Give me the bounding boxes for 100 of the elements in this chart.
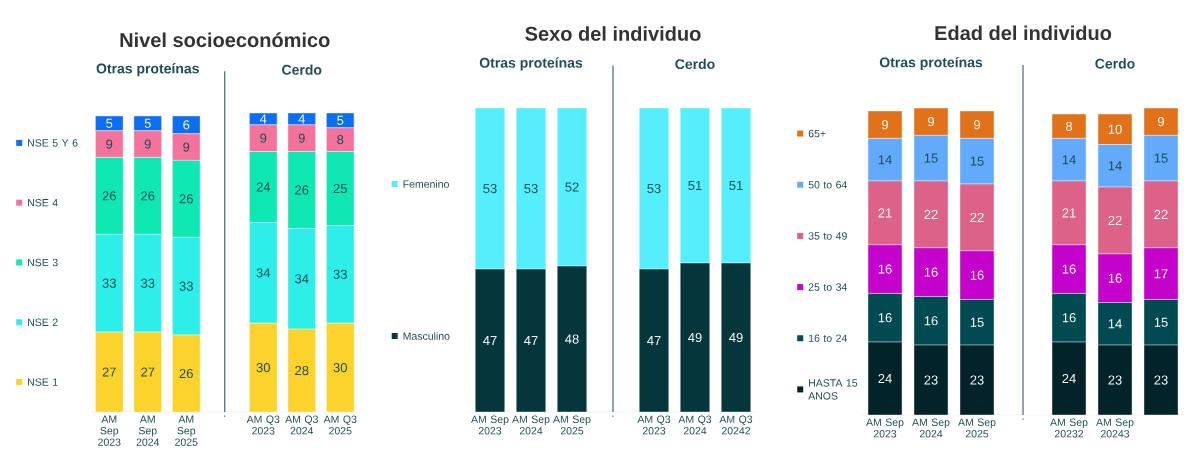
- x-tick-label: AM Sep 20232: [1050, 418, 1088, 438]
- data-label: 53: [647, 183, 661, 194]
- data-label: 49: [688, 332, 702, 343]
- legend-label: 16 to 24: [809, 334, 847, 342]
- data-label: 22: [970, 212, 984, 222]
- data-label: 47: [647, 336, 661, 346]
- data-label: 22: [1108, 215, 1122, 226]
- x-tick-label: AM Sep 2023: [866, 418, 904, 438]
- data-label: 33: [102, 278, 116, 288]
- data-label: 16: [924, 316, 938, 326]
- data-label: 51: [729, 180, 743, 191]
- data-label: 26: [141, 191, 155, 201]
- legend-label: 35 to 49: [808, 232, 847, 240]
- text: Cerdo: [282, 64, 322, 75]
- x-tick-label: .: [1022, 418, 1024, 420]
- data-label: 5: [337, 115, 344, 125]
- data-label: 8: [1065, 121, 1073, 131]
- data-label: 16: [878, 313, 892, 323]
- x-tick-label: AM Sep 20243: [1096, 418, 1134, 438]
- x-tick-label: AM Q3 2025: [323, 415, 357, 435]
- legend-label: HASTA 15 ANOS: [808, 379, 858, 400]
- data-label: 15: [924, 153, 938, 163]
- x-tick-label: .: [612, 415, 614, 417]
- data-label: 34: [295, 274, 309, 284]
- data-label: 33: [179, 281, 193, 291]
- data-label: 9: [106, 139, 113, 149]
- data-label: 10: [1108, 124, 1122, 134]
- data-label: 16: [924, 267, 938, 277]
- data-label: 30: [256, 362, 270, 373]
- legend-label: 25 to 34: [808, 283, 847, 291]
- data-label: 14: [1062, 155, 1076, 165]
- x-tick-label: AM Q3 2024: [285, 415, 318, 435]
- x-tick-label: .: [224, 415, 226, 417]
- data-label: 5: [106, 118, 113, 128]
- x-tick-label: AM Sep 2025: [553, 415, 591, 435]
- data-label: 47: [524, 336, 538, 346]
- data-label: 16: [1108, 273, 1122, 283]
- text: Otras proteínas: [96, 63, 199, 77]
- data-label: 15: [1154, 317, 1168, 327]
- legend-label: Masculino: [403, 332, 450, 340]
- legend-label: NSE 2: [28, 318, 58, 327]
- x-tick-label: AM Q3 2023: [246, 415, 280, 435]
- data-label: 14: [878, 155, 892, 165]
- legend-label: NSE 4: [28, 198, 58, 207]
- text: Otras proteínas: [879, 56, 983, 71]
- x-tick-label: AM Q3 2023: [637, 415, 671, 435]
- data-label: 16: [970, 270, 984, 280]
- data-label: 21: [1062, 208, 1076, 218]
- data-label: 16: [878, 264, 892, 274]
- data-label: 14: [1108, 161, 1122, 171]
- data-label: 53: [483, 183, 497, 194]
- data-label: 9: [882, 120, 889, 130]
- data-label: 6: [183, 120, 190, 130]
- legend-label: 50 to 64: [808, 181, 847, 189]
- x-tick-label: AM Sep 2023: [98, 415, 121, 446]
- x-tick-label: AM Sep 2024: [512, 415, 550, 435]
- data-label: 9: [298, 133, 305, 143]
- data-label: 21: [878, 208, 892, 218]
- text: Cerdo: [1095, 58, 1135, 69]
- data-label: 26: [102, 191, 116, 201]
- data-label: 9: [1158, 117, 1165, 127]
- chart-title: Sexo del individuo: [525, 26, 701, 41]
- data-label: 34: [256, 268, 271, 278]
- legend-label: NSE 3: [28, 258, 58, 267]
- data-label: 8: [337, 135, 344, 145]
- data-label: 16: [1062, 313, 1076, 323]
- data-label: 33: [333, 269, 347, 279]
- data-label: 27: [141, 367, 155, 377]
- data-label: 22: [924, 209, 938, 219]
- data-label: 52: [565, 182, 579, 192]
- x-tick-label: AM Sep 2024: [912, 418, 950, 438]
- x-tick-label: AM Sep 2023: [471, 415, 509, 435]
- data-label: 24: [878, 373, 892, 384]
- legend-label: NSE 5 Y 6: [28, 139, 78, 147]
- data-label: 33: [141, 278, 155, 288]
- data-label: 4: [298, 114, 305, 124]
- text: Cerdo: [675, 58, 715, 70]
- x-tick-label: AM Sep 2025: [175, 415, 198, 446]
- x-tick-label: AM Sep 2025: [958, 418, 996, 438]
- chart-title: Nivel socioeconómico: [120, 32, 330, 48]
- x-tick-label: AM Q3 20242: [719, 415, 753, 435]
- data-label: 9: [260, 133, 267, 143]
- data-label: 5: [144, 118, 151, 128]
- data-label: 23: [924, 375, 938, 385]
- data-label: 23: [1154, 375, 1168, 385]
- data-label: 14: [1108, 319, 1122, 329]
- data-label: 49: [729, 332, 743, 343]
- data-label: 23: [1108, 375, 1122, 385]
- data-label: 9: [928, 117, 935, 127]
- data-label: 15: [1154, 153, 1168, 163]
- data-label: 28: [295, 365, 309, 376]
- data-label: 24: [256, 182, 271, 192]
- data-label: 22: [1154, 209, 1168, 219]
- data-label: 15: [970, 317, 984, 327]
- legend-label: NSE 1: [28, 378, 58, 386]
- data-label: 9: [144, 139, 151, 149]
- x-tick-label: AM Sep 2024: [136, 415, 160, 446]
- data-label: 4: [259, 114, 267, 124]
- data-label: 51: [688, 180, 702, 191]
- data-label: 30: [333, 362, 347, 373]
